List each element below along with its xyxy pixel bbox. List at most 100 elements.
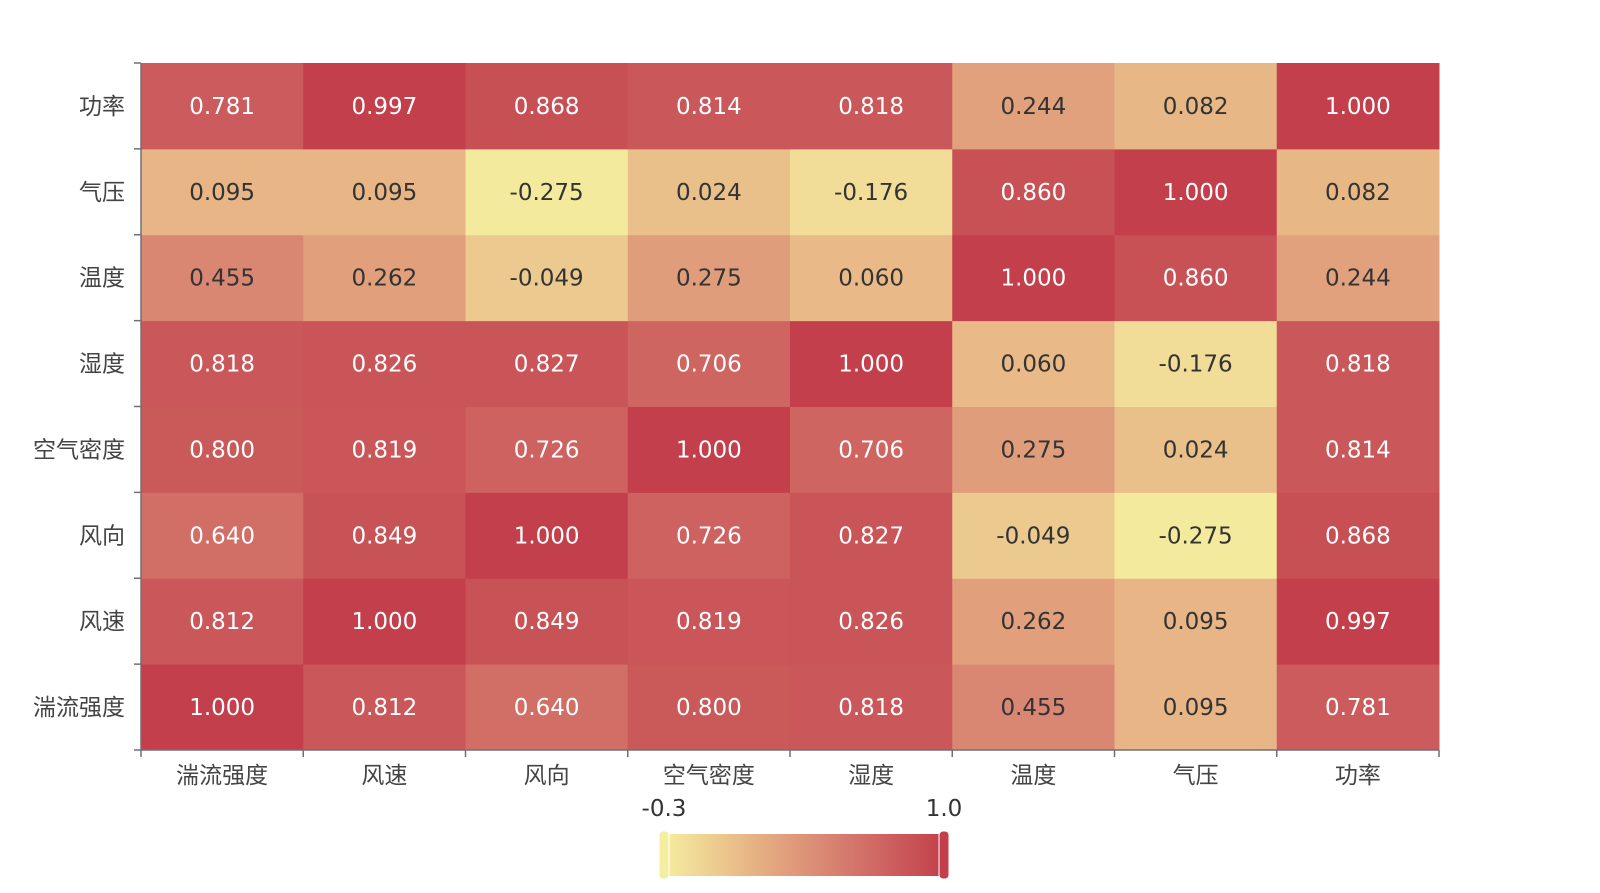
heatmap-cell[interactable]	[1114, 406, 1278, 493]
heatmap-cell[interactable]	[465, 148, 629, 236]
heatmap-cell[interactable]	[1276, 578, 1440, 665]
heatmap-cell[interactable]	[141, 578, 304, 665]
x-axis-tick-label: 风向	[524, 763, 570, 789]
heatmap-cell[interactable]	[303, 664, 466, 751]
heatmap-cell[interactable]	[952, 63, 1115, 150]
heatmap-cell[interactable]	[465, 63, 629, 150]
y-axis-tick-label: 温度	[79, 266, 125, 292]
heatmap-cell[interactable]	[790, 320, 953, 407]
heatmap-cell[interactable]	[303, 234, 466, 322]
heatmap-cell[interactable]	[1276, 63, 1440, 150]
heatmap-cell[interactable]	[952, 148, 1115, 236]
heatmap-cell[interactable]	[952, 406, 1115, 493]
heatmap-cell[interactable]	[952, 234, 1115, 322]
x-axis-tick-label: 湿度	[848, 763, 894, 789]
y-axis-tick-label: 气压	[79, 180, 125, 206]
heatmap-cell[interactable]	[303, 406, 466, 493]
cell-value-label: 0.818	[838, 94, 904, 120]
heatmap-cell[interactable]	[790, 492, 953, 579]
heatmap-cell[interactable]	[465, 320, 629, 407]
heatmap-cell[interactable]	[627, 578, 791, 665]
cell-value-label: 0.095	[351, 180, 417, 206]
heatmap-cell[interactable]	[790, 578, 953, 665]
cell-value-label: 1.000	[838, 352, 904, 378]
heatmap-cell[interactable]	[1276, 406, 1440, 493]
cell-value-label: 1.000	[1163, 180, 1229, 206]
heatmap-cell[interactable]	[627, 234, 791, 322]
heatmap-cell[interactable]	[627, 148, 791, 236]
heatmap-cell[interactable]	[627, 664, 791, 751]
heatmap-cell[interactable]	[1114, 63, 1278, 150]
y-axis-tick-label: 风向	[79, 523, 125, 549]
cell-value-label: 0.819	[676, 609, 742, 635]
heatmap-cell[interactable]	[303, 320, 466, 407]
heatmap-cell[interactable]	[952, 664, 1115, 751]
cell-value-label: 0.095	[189, 180, 255, 206]
heatmap-cell[interactable]	[627, 320, 791, 407]
x-axis-tick-label: 空气密度	[663, 763, 755, 789]
heatmap-cell[interactable]	[790, 664, 953, 751]
heatmap-cell[interactable]	[1114, 664, 1278, 751]
heatmap-cell[interactable]	[141, 234, 304, 322]
cell-value-label: 0.814	[1325, 437, 1391, 463]
heatmap-cell[interactable]	[790, 234, 953, 322]
cell-value-label: 0.827	[838, 523, 904, 549]
heatmap-cell[interactable]	[141, 406, 304, 493]
cell-value-label: 0.819	[351, 437, 417, 463]
heatmap-cell[interactable]	[465, 234, 629, 322]
cell-value-label: 0.818	[189, 352, 255, 378]
heatmap-cell[interactable]	[952, 578, 1115, 665]
heatmap-cell[interactable]	[465, 578, 629, 665]
heatmap-cell[interactable]	[1114, 234, 1278, 322]
visual-map-max-handle[interactable]	[938, 830, 950, 880]
heatmap-cell[interactable]	[627, 406, 791, 493]
heatmap-cell[interactable]	[627, 63, 791, 150]
cell-value-label: -0.049	[510, 266, 584, 292]
cell-value-label: -0.176	[834, 180, 908, 206]
visual-map-min-label: -0.3	[642, 796, 687, 822]
heatmap-cell[interactable]	[141, 63, 304, 150]
heatmap-cell[interactable]	[465, 406, 629, 493]
heatmap-cell[interactable]	[303, 63, 466, 150]
cell-value-label: 0.826	[351, 352, 417, 378]
heatmap-cell[interactable]	[465, 492, 629, 579]
cell-value-label: 0.868	[1325, 523, 1391, 549]
x-axis-tick-label: 风速	[361, 763, 407, 789]
cell-value-label: 1.000	[189, 695, 255, 721]
heatmap-cell[interactable]	[1276, 664, 1440, 751]
cell-value-label: 0.818	[1325, 352, 1391, 378]
heatmap-cell[interactable]	[790, 148, 953, 236]
cell-value-label: 0.095	[1163, 695, 1229, 721]
heatmap-cell[interactable]	[465, 664, 629, 751]
cell-value-label: 0.818	[838, 695, 904, 721]
heatmap-cell[interactable]	[303, 492, 466, 579]
heatmap-cell[interactable]	[303, 148, 466, 236]
heatmap-cell[interactable]	[952, 492, 1115, 579]
heatmap-cell[interactable]	[141, 148, 304, 236]
cell-value-label: 0.262	[1000, 609, 1066, 635]
cell-value-label: 0.706	[676, 352, 742, 378]
heatmap-cell[interactable]	[1276, 148, 1440, 236]
heatmap-cell[interactable]	[141, 320, 304, 407]
cell-value-label: 0.640	[514, 695, 580, 721]
visual-map[interactable]: -0.3 1.0	[642, 796, 963, 880]
heatmap-cell[interactable]	[1114, 148, 1278, 236]
heatmap-cell[interactable]	[790, 406, 953, 493]
heatmap-cell[interactable]	[1276, 320, 1440, 407]
heatmap-cell[interactable]	[1114, 320, 1278, 407]
heatmap-cell[interactable]	[303, 578, 466, 665]
heatmap-cell[interactable]	[1114, 578, 1278, 665]
heatmap-cell[interactable]	[1114, 492, 1278, 579]
heatmap-cell[interactable]	[141, 492, 304, 579]
cell-value-label: 0.812	[351, 695, 417, 721]
visual-map-min-handle[interactable]	[658, 830, 670, 880]
heatmap-cell[interactable]	[627, 492, 791, 579]
heatmap-cell[interactable]	[952, 320, 1115, 407]
heatmap-cell[interactable]	[790, 63, 953, 150]
cell-value-label: 1.000	[351, 609, 417, 635]
heatmap-cell[interactable]	[141, 664, 304, 751]
heatmap-cell[interactable]	[1276, 234, 1440, 322]
heatmap-cell[interactable]	[1276, 492, 1440, 579]
